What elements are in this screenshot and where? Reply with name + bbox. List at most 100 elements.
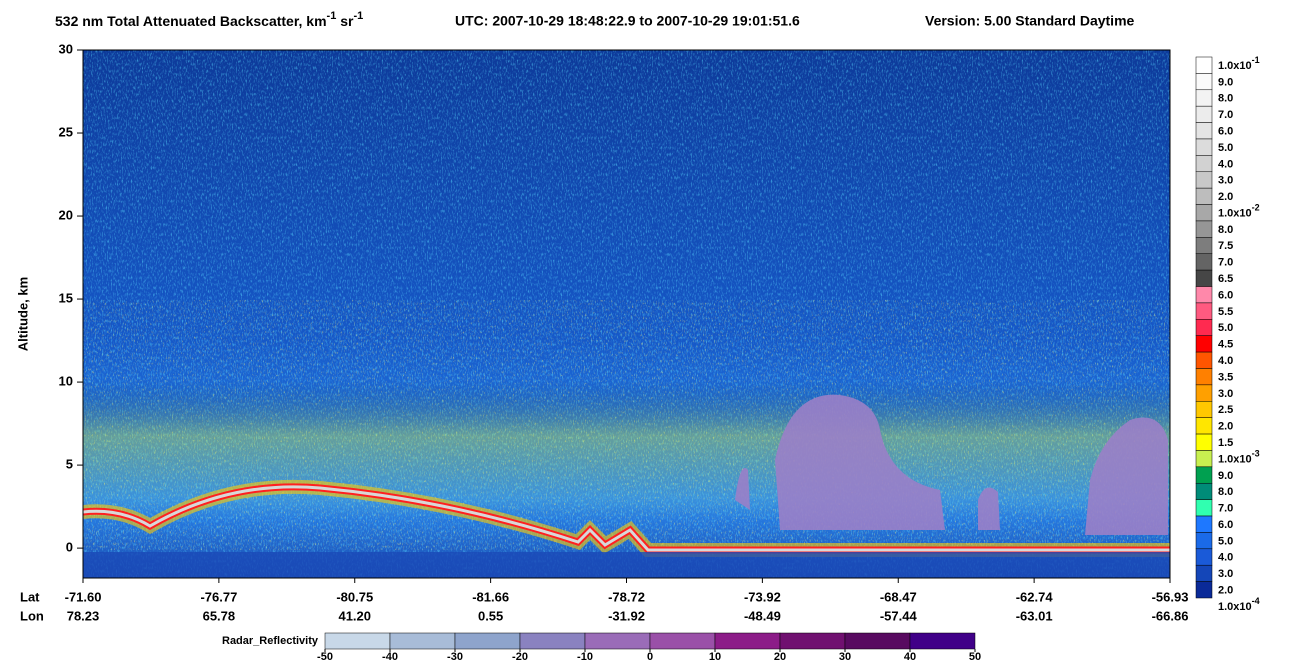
y-tick-label: 30 — [59, 41, 73, 56]
colorbar-swatch — [1195, 351, 1213, 369]
colorbar-label: 7.5 — [1218, 240, 1233, 252]
colorbar-label: 6.5 — [1218, 273, 1233, 285]
colorbar-label: 6.0 — [1218, 289, 1233, 301]
colorbar-label: 3.5 — [1218, 371, 1233, 383]
colorbar-swatch — [1195, 237, 1213, 254]
radar-swatch — [714, 632, 781, 650]
colorbar-label: 1.0x10-4 — [1218, 596, 1260, 613]
title-sup: -1 — [353, 10, 363, 22]
colorbar-swatch — [1195, 515, 1213, 533]
lat-value: -73.92 — [744, 589, 781, 604]
colorbar-swatch — [1195, 286, 1213, 304]
chart-title: 532 nm Total Attenuated Backscatter, km -… — [55, 10, 363, 29]
colorbar-label: 1.0x10-3 — [1218, 449, 1260, 466]
colorbar-label: 7.0 — [1218, 109, 1233, 121]
radar-swatch — [519, 632, 586, 650]
colorbar-label: 8.0 — [1218, 93, 1233, 105]
radar-tick-label: 50 — [969, 651, 981, 663]
radar-label: Radar_Reflectivity — [222, 635, 319, 647]
colorbar-label: 2.0 — [1218, 585, 1233, 597]
backscatter-image — [83, 50, 1170, 578]
colorbar-label: 5.0 — [1218, 535, 1233, 547]
title-text: 532 nm Total Attenuated Backscatter, km — [55, 13, 327, 29]
y-tick-label: 10 — [59, 374, 73, 389]
colorbar-swatch — [1195, 450, 1213, 468]
colorbar-label: 5.5 — [1218, 306, 1233, 318]
colorbar-swatch — [1195, 302, 1213, 320]
colorbar-label: 1.0x10-2 — [1218, 203, 1260, 220]
colorbar-label: 4.0 — [1218, 355, 1233, 367]
lon-value: 78.23 — [67, 608, 100, 623]
colorbar-swatch — [1195, 187, 1213, 205]
lon-value: 0.55 — [478, 608, 503, 623]
colorbar-swatch — [1195, 171, 1213, 189]
radar-tick-label: -10 — [577, 651, 593, 663]
colorbar-label: 6.0 — [1218, 125, 1233, 137]
y-tick-label: 0 — [66, 540, 73, 555]
colorbar-swatch — [1195, 368, 1213, 386]
colorbar-swatch — [1195, 105, 1213, 123]
colorbar-swatch — [1195, 269, 1213, 287]
colorbar-label: 8.0 — [1218, 486, 1233, 498]
colorbar-label: 2.0 — [1218, 421, 1233, 433]
lat-value: -62.74 — [1016, 589, 1054, 604]
colorbar-swatch — [1195, 319, 1213, 336]
y-tick-label: 20 — [59, 207, 73, 222]
lon-label: Lon — [20, 608, 44, 623]
title-text: sr — [336, 13, 354, 29]
colorbar-label-exp: -1 — [1252, 55, 1260, 65]
lat-value: -71.60 — [65, 589, 102, 604]
radar-swatch — [844, 632, 911, 650]
colorbar-label-base: 1.0x10 — [1218, 60, 1252, 72]
colorbar-swatch — [1195, 220, 1213, 238]
y-tick-label: 15 — [59, 290, 73, 305]
version: Version: 5.00 Standard Daytime — [925, 13, 1135, 29]
radar-swatch — [454, 632, 521, 650]
colorbar-label: 8.0 — [1218, 224, 1233, 236]
colorbar-label-exp: -3 — [1252, 449, 1260, 459]
y-tick-label: 5 — [66, 457, 73, 472]
radar-tick-label: 40 — [904, 651, 916, 663]
lon-value: -31.92 — [608, 608, 645, 623]
radar-tick-label: -30 — [447, 651, 463, 663]
colorbar-label-base: 1.0x10 — [1218, 453, 1252, 465]
colorbar-label: 4.0 — [1218, 552, 1233, 564]
colorbar-swatch — [1195, 138, 1213, 156]
lon-value: 41.20 — [338, 608, 371, 623]
colorbar-swatch — [1195, 564, 1213, 582]
colorbar-swatch — [1195, 548, 1213, 566]
radar-swatch — [649, 632, 716, 650]
colorbar-label: 4.0 — [1218, 158, 1233, 170]
colorbar-label: 1.0x10-1 — [1218, 55, 1260, 72]
colorbar-label: 3.0 — [1218, 175, 1233, 187]
colorbar-label: 3.0 — [1218, 388, 1233, 400]
lat-label: Lat — [20, 589, 40, 604]
radar-swatch — [779, 632, 846, 650]
colorbar-label: 1.5 — [1218, 437, 1233, 449]
lat-value: -80.75 — [336, 589, 373, 604]
lon-value: 65.78 — [203, 608, 236, 623]
colorbar-swatch — [1195, 466, 1213, 484]
radar-swatch — [584, 632, 651, 650]
colorbar-swatch — [1195, 532, 1213, 550]
colorbar-swatch — [1195, 401, 1213, 418]
lon-value: -48.49 — [744, 608, 781, 623]
colorbar-label: 5.0 — [1218, 322, 1233, 334]
radar-tick-label: -20 — [512, 651, 528, 663]
colorbar-label: 2.5 — [1218, 404, 1233, 416]
colorbar-swatch — [1195, 581, 1213, 599]
colorbar-label: 9.0 — [1218, 470, 1233, 482]
radar-tick-label: 20 — [774, 651, 786, 663]
colorbar-label: 9.0 — [1218, 76, 1233, 88]
radar-tick-label: 30 — [839, 651, 851, 663]
radar-tick-label: 0 — [647, 651, 653, 663]
colorbar-swatch — [1195, 433, 1213, 451]
colorbar-swatch — [1195, 499, 1213, 517]
radar-swatch — [909, 632, 976, 650]
colorbar-label: 6.0 — [1218, 519, 1233, 531]
radar-tick-label: 10 — [709, 651, 721, 663]
radar-tick-label: -50 — [317, 651, 333, 663]
colorbar-label: 2.0 — [1218, 191, 1233, 203]
colorbar-label: 4.5 — [1218, 339, 1233, 351]
